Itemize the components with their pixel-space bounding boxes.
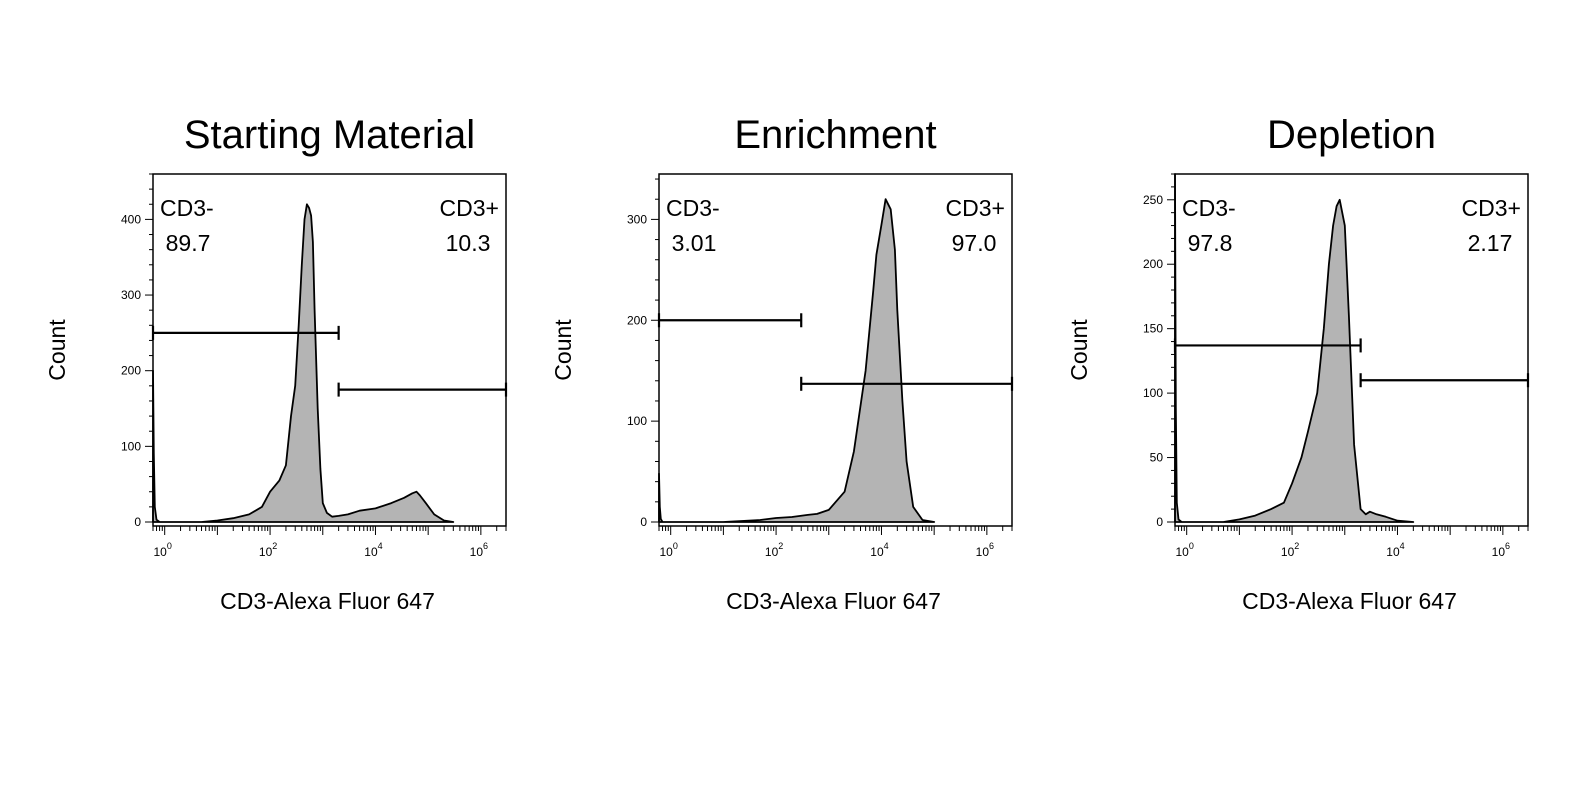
chart-panel: Enrichment 0 100 200 300 100 102 104 106 CD3-Alex…: [550, 113, 1014, 614]
histogram-series: [1174, 173, 1415, 523]
chart-title: Enrichment: [734, 113, 936, 157]
y-tick-label: 100: [1143, 386, 1163, 400]
chart-panel: Starting Material 0 100 200 300 400 100 102 104 1…: [44, 113, 508, 614]
x-axis-label: CD3-Alexa Fluor 647: [726, 588, 941, 614]
gate-label: CD3+: [440, 195, 499, 221]
x-tick-label: 102: [1281, 541, 1299, 559]
x-tick-label: 106: [976, 541, 994, 559]
y-axis-label: Count: [550, 319, 576, 381]
y-tick-label: 50: [1150, 451, 1164, 465]
y-tick-label: 400: [121, 212, 141, 226]
gate-percent: 97.8: [1188, 230, 1233, 256]
gate-label: CD3+: [946, 195, 1005, 221]
plot-frame: [658, 173, 1013, 527]
gate-percent: 89.7: [166, 230, 211, 256]
y-tick-label: 250: [1143, 193, 1163, 207]
chart-title: Depletion: [1267, 113, 1436, 157]
x-tick-label: 104: [870, 541, 888, 559]
x-axis-label: CD3-Alexa Fluor 647: [1242, 588, 1457, 614]
y-tick-label: 100: [121, 439, 141, 453]
x-tick-label: 104: [1386, 541, 1404, 559]
x-tick-label: 106: [470, 541, 488, 559]
x-tick-label: 100: [1176, 541, 1194, 559]
y-axis-label: Count: [1066, 319, 1092, 381]
gate-label: CD3-: [1182, 195, 1236, 221]
y-axis-label: Count: [44, 319, 70, 381]
y-tick-label: 0: [1156, 515, 1163, 529]
gate-percent: 10.3: [446, 230, 491, 256]
x-tick-label: 100: [660, 541, 678, 559]
gate-percent: 3.01: [672, 230, 717, 256]
y-tick-label: 200: [121, 364, 141, 378]
y-tick-label: 300: [627, 212, 647, 226]
y-tick-label: 150: [1143, 322, 1163, 336]
y-tick-label: 0: [134, 515, 141, 529]
gate-percent: 97.0: [952, 230, 997, 256]
y-tick-label: 200: [627, 313, 647, 327]
y-tick-label: 300: [121, 288, 141, 302]
y-tick-label: 200: [1143, 257, 1163, 271]
plot-frame: [152, 173, 507, 527]
x-tick-label: 106: [1492, 541, 1510, 559]
y-tick-label: 0: [640, 515, 647, 529]
gate-label: CD3+: [1462, 195, 1521, 221]
y-tick-label: 100: [627, 414, 647, 428]
x-tick-label: 100: [154, 541, 172, 559]
x-axis-label: CD3-Alexa Fluor 647: [220, 588, 435, 614]
histogram-series: [152, 203, 455, 523]
x-tick-label: 102: [259, 541, 277, 559]
gate-percent: 2.17: [1468, 230, 1513, 256]
chart-panel: Depletion 0 50 100 150 200 250 100 102 104 106 CD3-…: [1066, 113, 1530, 614]
x-tick-label: 104: [364, 541, 382, 559]
gate-label: CD3-: [160, 195, 214, 221]
histogram-series: [658, 198, 936, 523]
chart-title: Starting Material: [184, 113, 475, 157]
x-tick-label: 102: [765, 541, 783, 559]
gate-label: CD3-: [666, 195, 720, 221]
